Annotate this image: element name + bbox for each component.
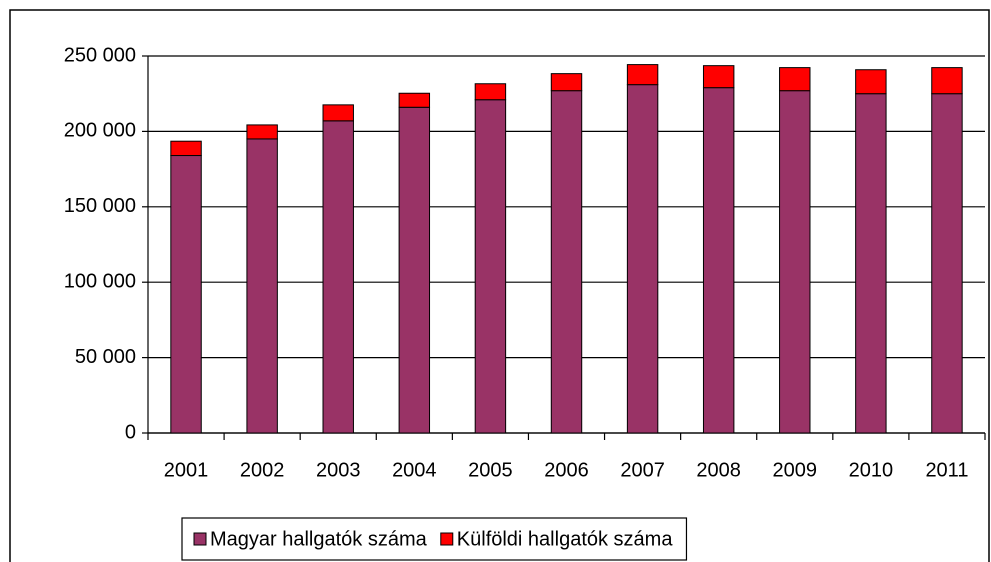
y-tick-label: 250 000 [64,44,136,66]
bar-segment [931,67,963,95]
x-tick-label: 2005 [468,459,513,481]
x-tick-label: 2004 [392,459,437,481]
bar-segment [702,65,735,89]
x-tick-label: 2008 [696,459,741,481]
bar-segment [322,120,354,434]
x-tick-label: 2011 [925,459,968,481]
x-tick-label: 2007 [620,459,665,481]
bar-segment [474,99,507,434]
bar-segment [322,104,354,122]
bar-segment [855,69,887,95]
legend-box [181,517,688,561]
bar-segment [170,155,202,434]
x-tick-label: 2001 [164,459,209,481]
bar-segment [398,92,431,108]
bar-segment [170,140,202,157]
y-tick-label: 50 000 [75,346,136,368]
y-tick-label: 0 [125,421,136,443]
bar-segment [246,124,278,140]
bar-segment [779,90,811,434]
legend-marker [440,532,454,546]
bar-segment [398,106,431,434]
bar-segment [474,83,507,101]
x-tick-label: 2002 [240,459,285,481]
legend-label: Külföldi hallgatók száma [457,528,674,550]
bar-segment [855,93,887,434]
bar-segment [550,90,583,434]
legend-label: Magyar hallgatók száma [210,528,428,550]
bar-segment [246,138,278,434]
y-tick-label: 150 000 [64,195,136,217]
bar-segment [626,64,659,86]
bar-segment [931,93,963,434]
bar-segment [702,87,735,434]
y-tick-label: 200 000 [64,120,136,142]
bar-segment [626,84,659,434]
bar-segment [779,67,811,92]
legend-marker [193,532,207,546]
y-tick-label: 100 000 [64,270,136,292]
bar-segment [550,73,583,92]
x-tick-label: 2006 [544,459,589,481]
x-tick-label: 2003 [316,459,361,481]
legend: Magyar hallgatók száma Külföldi hallgatók… [181,517,688,561]
x-tick-label: 2009 [773,459,818,481]
x-tick-label: 2010 [849,459,894,481]
